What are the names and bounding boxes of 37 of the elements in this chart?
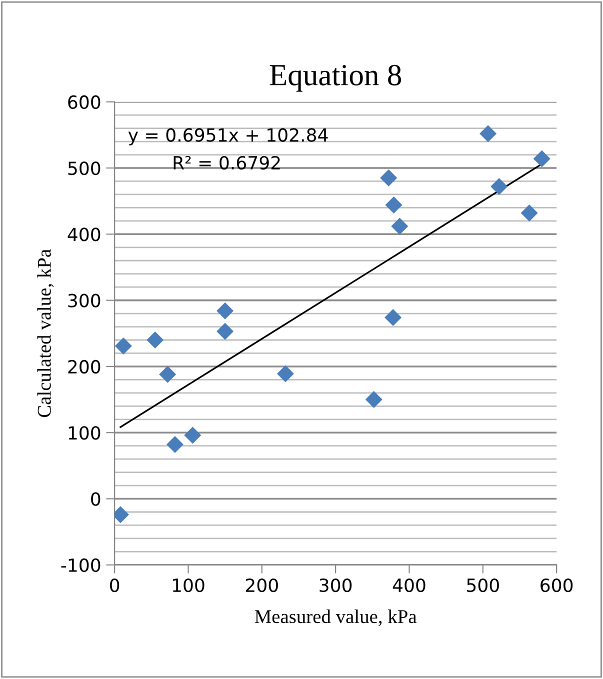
point — [391, 218, 408, 235]
y-tick-label: 300 — [68, 294, 100, 308]
point — [146, 332, 164, 349]
point — [385, 196, 402, 214]
y-tick-label: 100 — [68, 426, 100, 440]
x-tick-label: 400 — [392, 578, 426, 592]
x-tick-label: 300 — [320, 578, 352, 592]
point — [533, 150, 550, 168]
x-tick-label: 200 — [246, 578, 278, 592]
point — [216, 302, 234, 320]
y-tick-label: 500 — [68, 161, 100, 176]
point — [490, 178, 508, 196]
x-tick-label: 500 — [467, 578, 499, 592]
point — [380, 169, 398, 186]
point — [365, 391, 382, 408]
point — [114, 337, 132, 354]
y-axis-title: Calculated value, kPa — [37, 249, 54, 418]
point — [184, 426, 202, 444]
y-tick-label: 400 — [68, 228, 100, 242]
point — [276, 365, 294, 382]
point — [166, 436, 184, 454]
chart-title: Equation 8 — [270, 64, 402, 92]
annotation: R² = 0.6792 — [174, 156, 280, 170]
y-tick-label: 600 — [68, 95, 100, 109]
point — [384, 309, 402, 326]
x-tick-label: 100 — [172, 578, 204, 592]
point — [520, 204, 538, 222]
x-tick-label: 0 — [110, 578, 120, 592]
y-tick-label: 200 — [68, 360, 100, 374]
x-axis-title: Measured value, kPa — [254, 609, 417, 626]
point — [216, 322, 234, 340]
annotation: y = 0.6951x + 102.84 — [128, 128, 328, 146]
y-tick-label: -100 — [61, 558, 100, 572]
point — [159, 366, 176, 383]
y-tick-label: 0 — [91, 492, 100, 506]
x-tick-label: 600 — [540, 578, 573, 592]
point — [480, 125, 497, 142]
